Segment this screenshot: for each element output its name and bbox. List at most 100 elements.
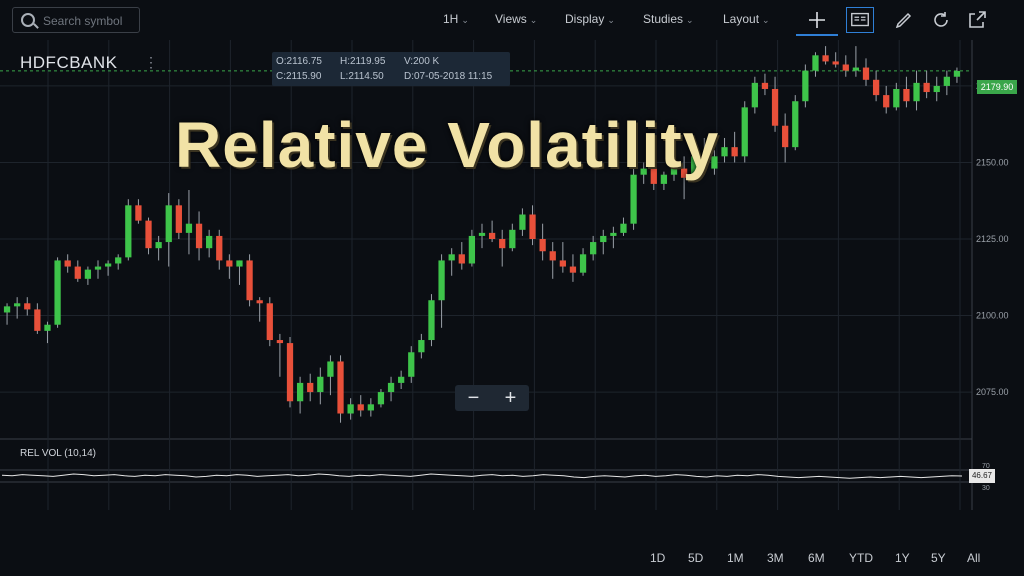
candle-body (367, 404, 374, 411)
candle-body (387, 382, 395, 393)
candle-body (266, 303, 273, 341)
ohlc-volume: V:200 K (404, 56, 440, 67)
candle-body (913, 82, 920, 102)
candle-body (296, 382, 304, 402)
studies-label: Studies (643, 12, 684, 26)
indicator-tick-label: 30 (982, 485, 990, 492)
candle-body (640, 168, 647, 175)
chevron-down-icon: ⌄ (762, 15, 770, 25)
ohlc-high: H:2119.95 (340, 56, 386, 67)
candle-body (883, 95, 890, 108)
price-tick-label: 2125.00 (976, 234, 1009, 244)
ohlc-open: O:2116.75 (276, 56, 322, 67)
crosshair-icon[interactable] (805, 8, 829, 32)
views-menu[interactable]: Views ⌄ (495, 12, 537, 26)
candle-body (195, 223, 203, 249)
candle-body (872, 79, 880, 96)
ohlc-readout: O:2116.75 H:2119.95 V:200 K C:2115.90 L:… (272, 52, 510, 86)
candle-body (579, 254, 587, 273)
candle-body (256, 300, 263, 304)
candle-body (812, 55, 819, 71)
ohlc-date: D:07-05-2018 11:15 (404, 71, 493, 82)
range-1d[interactable]: 1D (650, 551, 666, 565)
overlay-title: Relative Volatility (175, 109, 720, 181)
interval-label: 1H (443, 12, 459, 26)
kebab-menu-icon[interactable]: ⋮ (144, 54, 158, 70)
candle-body (650, 168, 657, 184)
rel-vol-series (1, 473, 963, 479)
range-ytd[interactable]: YTD (849, 551, 873, 565)
pencil-icon[interactable] (892, 8, 916, 32)
layout-menu[interactable]: Layout ⌄ (723, 12, 770, 26)
candle-body (165, 205, 172, 243)
candle-body (54, 260, 61, 325)
layout-label: Layout (723, 12, 760, 26)
candle-body (923, 82, 930, 93)
candle-body (458, 254, 465, 264)
candle-body (307, 382, 314, 393)
price-tick-label: 2075.00 (976, 387, 1009, 397)
candle-body (751, 82, 758, 108)
candle-body (185, 223, 193, 233)
candle-body (337, 361, 344, 414)
range-3m[interactable]: 3M (767, 551, 784, 565)
candle-body (711, 156, 718, 169)
candle-body (236, 260, 243, 267)
range-1m[interactable]: 1M (727, 551, 744, 565)
candle-body (246, 260, 253, 301)
indicator-tick-label: 70 (982, 463, 990, 470)
zoom-in-button[interactable]: + (504, 387, 517, 409)
candle-body (569, 266, 577, 273)
candle-body (842, 64, 849, 71)
candle-body (216, 235, 223, 261)
candle-body (438, 260, 445, 301)
candle-body (155, 242, 162, 249)
candle-body (488, 232, 496, 239)
candle-body (943, 76, 950, 86)
search-box[interactable] (12, 7, 141, 33)
candle-body (448, 254, 455, 261)
share-icon[interactable] (965, 8, 989, 32)
candle-body (761, 82, 769, 89)
studies-menu[interactable]: Studies ⌄ (643, 12, 694, 26)
symbol-name: HDFCBANK (20, 53, 118, 72)
candle-body (175, 205, 182, 233)
candle-body (74, 266, 81, 279)
candle-body (559, 260, 566, 267)
candle-body (741, 107, 748, 157)
display-menu[interactable]: Display ⌄ (565, 12, 615, 26)
candle-body (468, 235, 476, 264)
views-label: Views (495, 12, 527, 26)
range-5d[interactable]: 5D (688, 551, 704, 565)
candle-body (3, 306, 11, 313)
price-tick-label: 2100.00 (976, 311, 1009, 321)
candle-body (620, 223, 627, 233)
search-input[interactable] (41, 11, 141, 31)
price-chart[interactable]: 2175.002150.002125.002100.002075.006/276… (0, 40, 1024, 510)
range-5y[interactable]: 5Y (931, 551, 946, 565)
refresh-icon[interactable] (929, 8, 953, 32)
candle-body (590, 242, 597, 255)
candle-body (802, 70, 809, 102)
range-all[interactable]: All (967, 551, 981, 565)
candle-body (519, 214, 526, 230)
chevron-down-icon: ⌄ (607, 15, 615, 25)
candle-body (286, 343, 294, 402)
candle-body (903, 88, 910, 102)
candle-body (357, 404, 364, 411)
candle-body (792, 101, 799, 148)
candle-body (428, 300, 435, 341)
rel-vol-line (1, 473, 963, 479)
chevron-down-icon: ⌄ (686, 15, 694, 25)
compare-button[interactable] (846, 7, 874, 33)
candle-body (145, 220, 152, 249)
ohlc-close: C:2115.90 (276, 71, 322, 82)
candle-body (398, 376, 405, 383)
range-1y[interactable]: 1Y (895, 551, 910, 565)
range-6m[interactable]: 6M (808, 551, 825, 565)
candle-body (600, 235, 607, 243)
candle-body (226, 260, 233, 267)
candlestick-series (3, 46, 961, 423)
zoom-out-button[interactable]: − (467, 387, 480, 409)
interval-menu[interactable]: 1H ⌄ (443, 12, 469, 26)
